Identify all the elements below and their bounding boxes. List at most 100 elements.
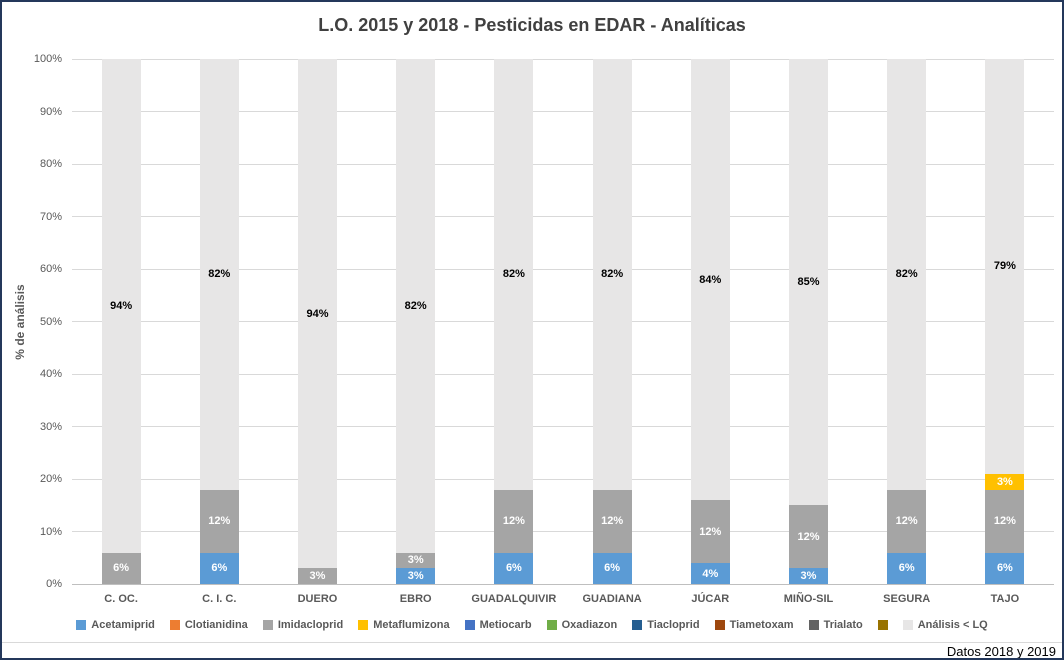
y-tick-label: 70% xyxy=(39,210,62,223)
legend-item-clotianidina: Clotianidina xyxy=(169,619,248,631)
legend-item-metiocarb: Metiocarb xyxy=(464,619,532,631)
segment-data-label: 12% xyxy=(699,525,722,538)
gridline xyxy=(72,216,1054,217)
segment-data-label: 82% xyxy=(895,268,918,281)
legend-label: Acetamiprid xyxy=(91,619,155,631)
legend-label: Oxadiazon xyxy=(561,619,618,631)
segment-data-label: 6% xyxy=(996,562,1013,575)
legend-item-trialato: Trialato xyxy=(808,619,863,631)
x-axis-label-c-oc-: C. OC. xyxy=(104,593,138,605)
legend-label: Análisis < LQ xyxy=(917,619,988,631)
x-axis-label-segura: SEGURA xyxy=(883,593,931,605)
y-tick-label: 30% xyxy=(39,420,62,433)
segment-data-label: 94% xyxy=(306,307,329,320)
legend-swatch-icon xyxy=(464,620,475,630)
bar-segment-acetamiprid: 3% xyxy=(789,568,828,584)
gridline xyxy=(72,268,1054,270)
segment-data-label: 3% xyxy=(309,570,326,583)
legend-label: Tiacloprid xyxy=(647,619,700,631)
legend-label: Metiocarb xyxy=(479,619,532,631)
segment-data-label: 94% xyxy=(110,299,133,312)
y-tick-label: 0% xyxy=(46,578,62,590)
legend-swatch-icon xyxy=(632,620,643,630)
legend-label: Clotianidina xyxy=(184,619,248,631)
x-axis-label-guadiana: GUADIANA xyxy=(582,593,642,605)
segment-data-label: 3% xyxy=(407,570,424,583)
bar-duero: 3% 94% xyxy=(298,59,337,584)
legend-swatch-icon xyxy=(877,620,888,630)
segment-data-label: 12% xyxy=(601,515,624,527)
y-tick-label: 100% xyxy=(33,53,62,65)
bar-segment-imidacloprid: 12% xyxy=(985,489,1025,553)
bar-júcar: 4% 12% 84% xyxy=(690,59,730,584)
bar-segment-imidacloprid: 3% xyxy=(298,568,337,584)
bar-segment-acetamiprid: 6% xyxy=(985,552,1025,584)
segment-data-label: 82% xyxy=(601,268,624,281)
legend-item-unnamed xyxy=(877,620,888,630)
bar-segment-análisis-lq: 79% xyxy=(985,59,1025,474)
gridline xyxy=(72,426,1054,427)
segment-data-label: 12% xyxy=(797,530,820,543)
bar-segment-análisis-lq: 82% xyxy=(494,59,534,490)
legend-swatch-icon xyxy=(808,620,819,630)
legend-swatch-icon xyxy=(76,620,87,630)
y-tick-label: 90% xyxy=(39,105,62,118)
bar-segment-imidacloprid: 12% xyxy=(690,500,730,563)
legend-label: Tiametoxam xyxy=(729,619,794,631)
y-tick-label: 40% xyxy=(39,368,62,380)
bar-segment-acetamiprid: 6% xyxy=(887,552,927,584)
segment-data-label: 6% xyxy=(898,562,915,575)
legend-item-acetamiprid: Acetamiprid xyxy=(76,619,155,631)
segment-data-label: 3% xyxy=(407,554,424,567)
bar-segment-imidacloprid: 12% xyxy=(887,489,927,553)
segment-data-label: 6% xyxy=(505,562,522,575)
x-axis-label-miño-sil: MIÑO-SIL xyxy=(783,593,834,605)
legend-item-tiacloprid: Tiacloprid xyxy=(632,619,700,631)
segment-data-label: 3% xyxy=(996,475,1013,488)
bar-guadiana: 6% 12% 82% xyxy=(592,59,632,584)
legend-label: Trialato xyxy=(823,619,863,631)
legend-item-imidacloprid: Imidacloprid xyxy=(262,619,343,631)
gridline xyxy=(72,163,1054,165)
bar-segment-imidacloprid: 12% xyxy=(199,489,239,553)
segment-data-label: 6% xyxy=(604,562,621,575)
gridline xyxy=(72,531,1054,532)
bar-segment-imidacloprid: 12% xyxy=(592,489,632,553)
legend-swatch-icon xyxy=(358,620,369,630)
bar-segment-imidacloprid: 6% xyxy=(101,552,141,584)
legend-swatch-icon xyxy=(714,620,725,630)
bar-segment-análisis-lq: 82% xyxy=(592,59,632,490)
bar-tajo: 6% 12% 3% 79% xyxy=(985,59,1025,584)
segment-data-label: 82% xyxy=(502,268,525,281)
x-axis-line xyxy=(72,584,1054,585)
segment-data-label: 12% xyxy=(895,515,918,527)
bar-segment-análisis-lq: 84% xyxy=(690,59,730,500)
segment-data-label: 12% xyxy=(502,515,525,527)
gridline xyxy=(72,321,1054,322)
legend-item-metaflumizona: Metaflumizona xyxy=(358,619,450,631)
segment-data-label: 82% xyxy=(208,268,231,281)
bar-segura: 6% 12% 82% xyxy=(887,59,927,584)
bar-guadalquivir: 6% 12% 82% xyxy=(494,59,534,584)
legend: Acetamiprid Clotianidina Imidacloprid Metaf… xyxy=(2,619,1062,631)
y-tick-label: 20% xyxy=(39,473,62,485)
segment-data-label: 12% xyxy=(993,515,1016,527)
bar-c-i-c-: 6% 12% 82% xyxy=(199,59,239,584)
y-tick-label: 60% xyxy=(39,263,62,275)
legend-swatch-icon xyxy=(169,620,180,630)
x-axis-label-c-i-c-: C. I. C. xyxy=(202,593,237,605)
bar-segment-análisis-lq: 85% xyxy=(789,59,828,506)
segment-data-label: 6% xyxy=(113,562,130,575)
legend-item-tiametoxam: Tiametoxam xyxy=(714,619,794,631)
bar-segment-análisis-lq: 82% xyxy=(396,59,436,553)
footer-note: Datos 2018 y 2019 xyxy=(946,644,1056,659)
gridline xyxy=(72,58,1054,60)
legend-swatch-icon xyxy=(902,620,913,630)
bar-segment-análisis-lq: 82% xyxy=(199,59,239,490)
legend-swatch-icon xyxy=(262,620,273,630)
legend-swatch-icon xyxy=(546,620,557,630)
bar-segment-análisis-lq: 94% xyxy=(298,59,337,569)
x-axis-label-duero: DUERO xyxy=(297,593,338,605)
bar-miño-sil: 3% 12% 85% xyxy=(789,59,828,584)
